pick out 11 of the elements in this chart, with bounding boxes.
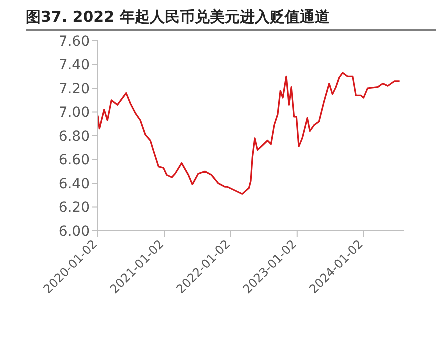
chart-title: 图37. 2022 年起人民币兑美元进入贬值通道	[26, 8, 436, 31]
y-tick-label: 6.00	[58, 224, 90, 240]
y-tick-label: 6.40	[58, 176, 90, 192]
y-tick-label: 6.20	[58, 200, 90, 216]
y-tick-label: 6.80	[58, 128, 90, 145]
line-series	[98, 72, 401, 195]
y-tick-label: 7.20	[58, 81, 90, 98]
y-tick-label: 6.60	[58, 152, 90, 169]
y-tick-label: 7.40	[58, 58, 90, 74]
y-tick-label: 7.60	[58, 34, 90, 50]
y-tick-label: 7.00	[58, 105, 90, 122]
